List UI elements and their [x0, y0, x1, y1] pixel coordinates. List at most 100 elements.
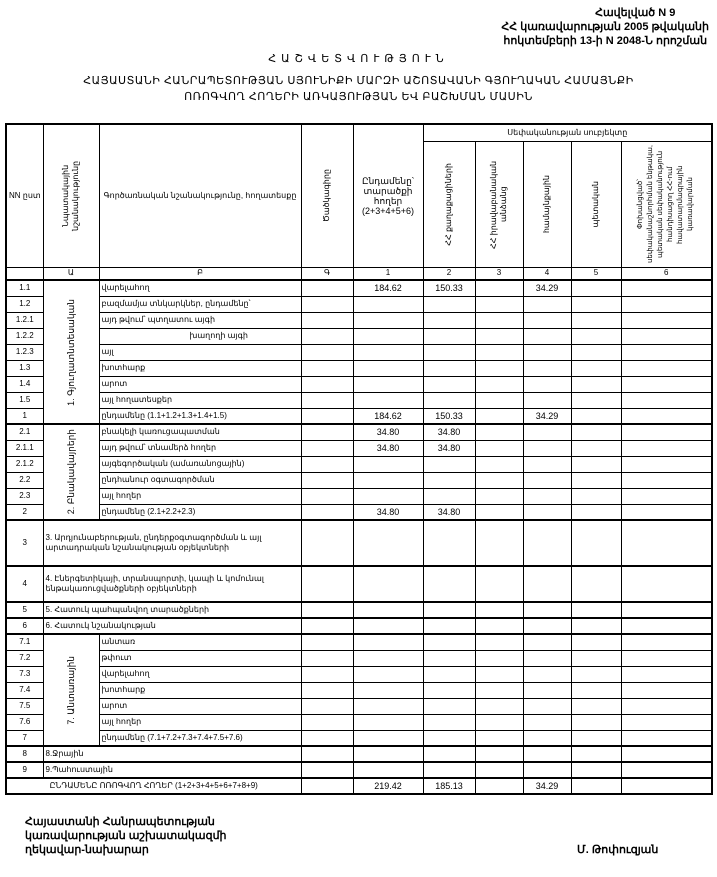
code-cell [300, 279, 354, 297]
column-letter: 2 [422, 266, 476, 281]
column-letter: 5 [570, 266, 622, 281]
value-cell [474, 471, 524, 489]
value-cell [522, 311, 572, 329]
value-cell [474, 633, 524, 651]
value-cell [422, 713, 476, 731]
value-cell [570, 729, 622, 747]
total-value: 185.13 [422, 777, 476, 795]
value-cell [620, 649, 713, 667]
header-row: ՀՀ քաղաքացիների ՀՀ իրավաբանական անձանց հ… [6, 140, 713, 268]
value-cell [620, 601, 713, 619]
value-cell [422, 471, 476, 489]
value-cell [522, 617, 572, 635]
row-number: 7.6 [5, 713, 44, 731]
row-number: 1.2 [5, 295, 44, 313]
table-row: 3 3. Արդյունաբերության, ընդերքօգտագործման… [5, 519, 713, 567]
value-cell [422, 295, 476, 313]
value-cell [352, 359, 424, 377]
value-cell [474, 565, 524, 603]
value-cell: 150.33 [422, 407, 476, 425]
value-cell [352, 681, 424, 699]
value-cell [620, 311, 713, 329]
total-label: ԸՆԴԱՄԵՆԸ ՈՌՈԳՎՈՂ ՀՈՂԵՐ (1+2+3+4+5+6+7+8+… [5, 777, 302, 795]
value-cell [570, 455, 622, 473]
value-cell [570, 439, 622, 457]
row-label: բնակելի կառուցապատման [98, 423, 302, 441]
code-cell [300, 311, 354, 329]
value-cell [422, 455, 476, 473]
value-cell [620, 745, 713, 763]
value-cell [522, 713, 572, 731]
row-number: 3 [5, 519, 44, 567]
annex-line: հոկտեմբերի 13-ի N 2048-Ն որոշման [503, 35, 708, 47]
value-cell [474, 311, 524, 329]
value-cell [570, 633, 622, 651]
value-cell [474, 439, 524, 457]
value-cell [422, 681, 476, 699]
value-cell [474, 519, 524, 567]
header-function: Գործառնական նշանակությունը, հողատեսքը [98, 123, 302, 268]
value-cell [570, 761, 622, 779]
value-cell [352, 713, 424, 731]
column-letter [5, 266, 44, 281]
table-row: 1.2.2 խաղողի այգի [5, 327, 713, 345]
value-cell [422, 665, 476, 683]
row-number: 4 [5, 565, 44, 603]
value-cell: 184.62 [352, 407, 424, 425]
code-cell [300, 439, 354, 457]
value-cell: 34.80 [422, 439, 476, 457]
value-cell [570, 697, 622, 715]
table-row: 7.6 այլ հողեր [5, 713, 713, 731]
value-cell [620, 375, 713, 393]
code-cell [300, 649, 354, 667]
code-cell [300, 375, 354, 393]
group-label: 1. Գյուղատնտեսական [42, 279, 100, 425]
total-value [474, 777, 524, 795]
column-letter: 1 [352, 266, 424, 281]
value-cell [422, 519, 476, 567]
code-cell [300, 761, 354, 779]
value-cell [522, 633, 572, 651]
row-number: 2.1.2 [5, 455, 44, 473]
row-number: 2 [5, 503, 44, 521]
value-cell [352, 729, 424, 747]
value-cell [474, 503, 524, 521]
value-cell: 184.62 [352, 279, 424, 297]
table-row: 2.3 այլ հողեր [5, 487, 713, 505]
header-transferred: Փոխանցված՝ սեփականաշնորհման ենթակա, պետա… [620, 140, 713, 268]
value-cell [352, 295, 424, 313]
row-label: խաղողի այգի [98, 327, 302, 345]
code-cell [300, 697, 354, 715]
header-ownership: Սեփականության սուբյեկտը [422, 123, 713, 142]
document-title: ՀԱՇՎԵՏՎՈՒԹՅՈՒՆ [268, 53, 449, 65]
row-label: այլ հողեր [98, 713, 302, 731]
row-label: 9.Պահուստային [42, 761, 302, 779]
value-cell [474, 681, 524, 699]
code-cell [300, 455, 354, 473]
value-cell [474, 407, 524, 425]
value-cell [474, 761, 524, 779]
value-cell [620, 681, 713, 699]
value-cell [522, 391, 572, 409]
value-cell [474, 601, 524, 619]
footer-line: կառավարության աշխատակազմի [25, 830, 227, 842]
code-cell [300, 359, 354, 377]
value-cell [620, 295, 713, 313]
value-cell [422, 729, 476, 747]
value-cell [422, 311, 476, 329]
value-cell [352, 455, 424, 473]
value-cell [422, 327, 476, 345]
value-cell [352, 471, 424, 489]
row-label: 8.Ջրային [42, 745, 302, 763]
value-cell [474, 391, 524, 409]
table-row: 2.1 2. Բնակավայրերի բնակելի կառուցապատման 3… [5, 423, 713, 521]
value-cell [522, 565, 572, 603]
value-cell [522, 745, 572, 763]
header-row: NN ըստ Նպատակային նշանակությունը Գործառն… [5, 123, 713, 268]
table-row: 1.4 արոտ [5, 375, 713, 393]
table-row: 1 ընդամենը (1.1+1.2+1.3+1.4+1.5) 184.62 150… [5, 407, 713, 425]
value-cell [570, 503, 622, 521]
row-label: այդ թվում՝ պտղատու այգի [98, 311, 302, 329]
row-number: 1.2.2 [5, 327, 44, 345]
value-cell [570, 311, 622, 329]
